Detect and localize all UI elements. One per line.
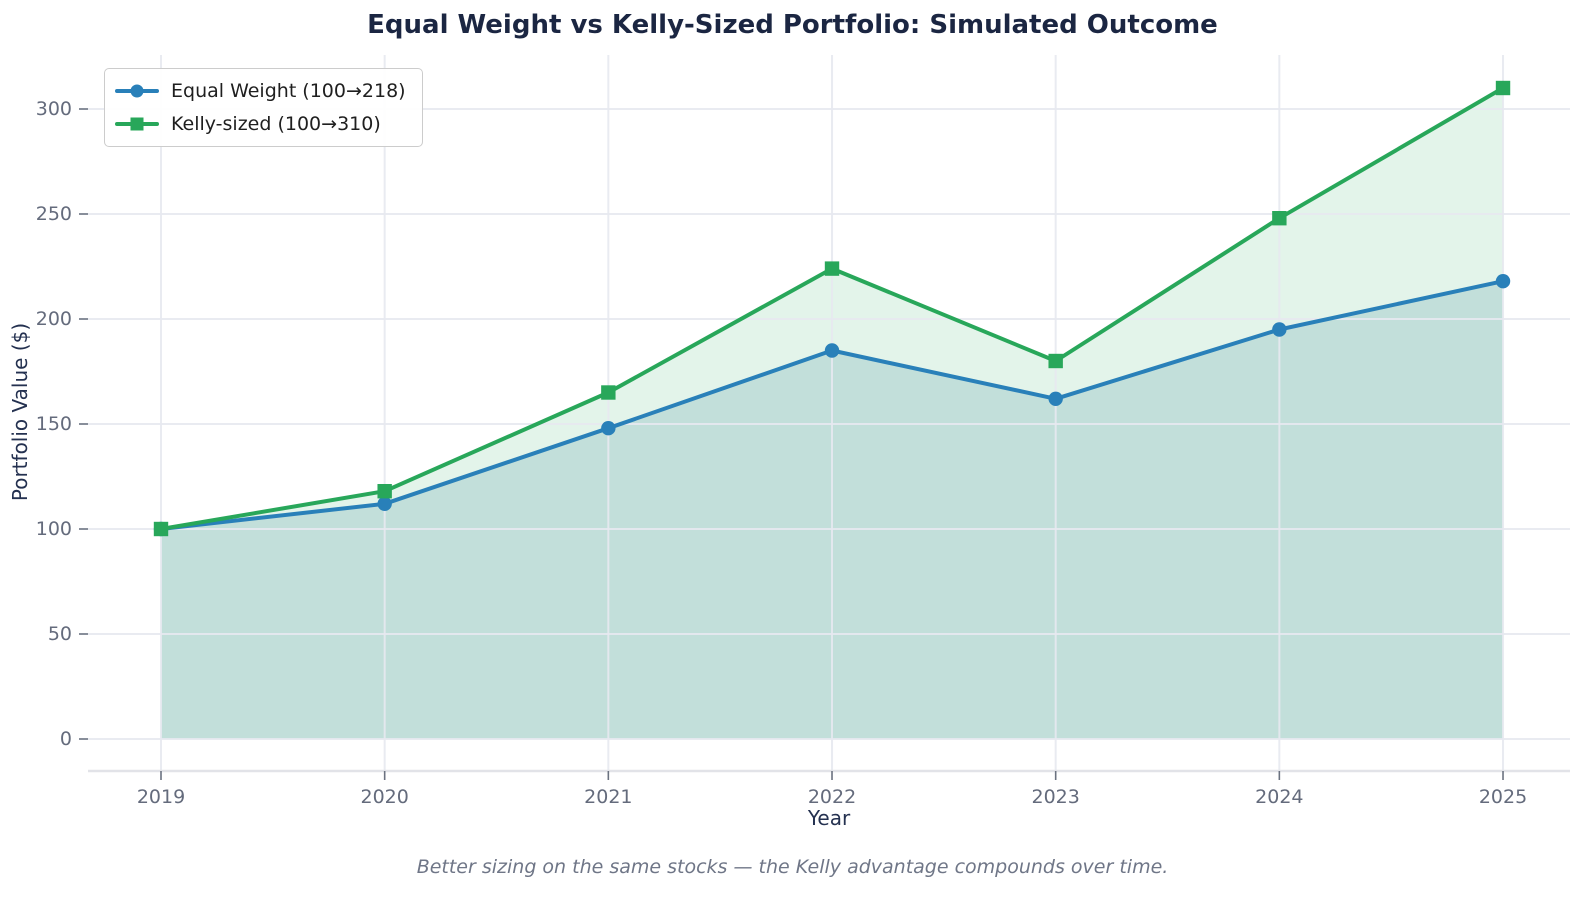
legend: Equal Weight (100→218) Kelly-sized (100→… <box>104 68 423 147</box>
kelly-sized-point <box>1048 353 1063 369</box>
legend-label: Kelly-sized (100→310) <box>171 113 381 135</box>
equal-weight-point <box>601 421 616 436</box>
equal-weight-point <box>824 343 840 358</box>
kelly-sized-point <box>377 484 392 499</box>
kelly-sized-point <box>1495 80 1511 96</box>
y-tick-label: 150 <box>35 413 72 435</box>
y-tick-label: 50 <box>47 623 72 645</box>
square-marker-icon <box>130 117 144 131</box>
x-tick-label: 2021 <box>584 786 633 808</box>
legend-label: Equal Weight (100→218) <box>171 80 406 102</box>
x-tick-label: 2020 <box>360 786 409 808</box>
y-tick-label: 0 <box>59 728 72 750</box>
x-tick-label: 2023 <box>1031 786 1080 808</box>
chart-caption: Better sizing on the same stocks — the K… <box>416 856 1169 878</box>
x-tick-label: 2022 <box>807 786 857 808</box>
kelly-sized-point <box>153 521 169 537</box>
y-tick-label: 100 <box>35 518 72 540</box>
kelly-sized-point <box>824 261 840 276</box>
equal-weight-point <box>1272 322 1287 337</box>
legend-entry-kelly-sized: Kelly-sized (100→310) <box>115 110 406 138</box>
circle-marker-icon <box>130 84 144 98</box>
y-tick-label: 200 <box>35 308 72 330</box>
legend-entry-equal-weight: Equal Weight (100→218) <box>115 77 406 105</box>
x-tick-label: 2024 <box>1255 786 1304 808</box>
kelly-sized-point <box>1272 211 1287 226</box>
y-axis-label: Portfolio Value ($) <box>8 322 32 502</box>
tick-marks <box>79 108 1504 780</box>
x-tick-label: 2025 <box>1478 786 1528 808</box>
kelly-sized-legend-swatch <box>115 117 159 131</box>
y-tick-label: 300 <box>35 98 72 120</box>
equal-weight-point <box>1495 274 1511 289</box>
x-tick-label: 2019 <box>136 786 186 808</box>
kelly-sized-point <box>601 385 616 400</box>
equal-weight-point <box>377 496 392 511</box>
y-tick-label: 250 <box>35 203 72 225</box>
equal-weight-legend-swatch <box>115 84 159 98</box>
data-series <box>153 80 1511 537</box>
equal-weight-point <box>1048 391 1063 406</box>
x-axis-label: Year <box>807 806 851 830</box>
chart-title: Equal Weight vs Kelly-Sized Portfolio: S… <box>367 10 1218 40</box>
